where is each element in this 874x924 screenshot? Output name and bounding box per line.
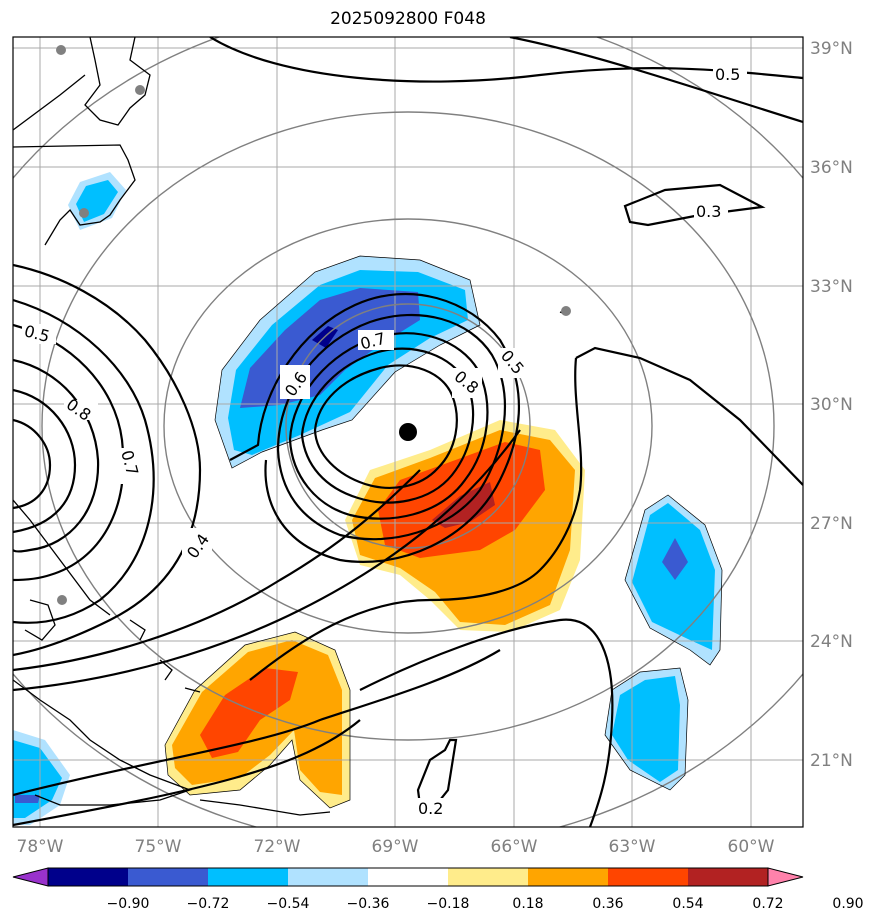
shaded-anomalies <box>13 172 722 825</box>
latitude-tick-labels: 39°N 36°N 33°N 30°N 27°N 24°N 21°N <box>810 39 853 771</box>
colorbar-swatch <box>13 868 48 886</box>
map-area: 0.5 0.3 0.5 0.8 0.7 0.4 0.6 0.7 0.5 0.8 … <box>13 37 803 827</box>
colorbar-swatch <box>48 868 129 886</box>
colorbar-tick-label: −0.18 <box>427 896 470 912</box>
colorbar-tick-label: 0.72 <box>752 896 783 912</box>
colorbar-swatch <box>128 868 209 886</box>
lat-tick: 39°N <box>810 39 853 59</box>
colorbar-swatches <box>13 868 803 886</box>
lon-tick: 72°W <box>254 837 301 857</box>
station-marker <box>57 595 67 605</box>
station-markers <box>56 45 571 605</box>
colorbar-swatch <box>288 868 369 886</box>
colorbar-swatch <box>608 868 689 886</box>
colorbar-swatch <box>208 868 289 886</box>
lat-tick: 36°N <box>810 158 853 178</box>
colorbar-tick-label: −0.54 <box>267 896 310 912</box>
lat-tick: 27°N <box>810 514 853 534</box>
colorbar-swatch <box>368 868 449 886</box>
coastlines <box>13 37 569 816</box>
lon-tick: 60°W <box>728 837 775 857</box>
colorbar-swatch <box>688 868 769 886</box>
lon-tick: 78°W <box>17 837 64 857</box>
graticule <box>13 37 803 827</box>
contour-label: 0.8 <box>63 395 95 425</box>
storm-center-marker <box>399 423 417 441</box>
plot-title: 2025092800 F048 <box>330 9 486 29</box>
colorbar: −0.90 −0.72 −0.54 −0.36 −0.18 0.18 0.36 0.54 0.7… <box>12 867 864 912</box>
lat-tick: 33°N <box>810 277 853 297</box>
station-marker <box>79 208 89 218</box>
colorbar-swatch <box>528 868 609 886</box>
colorbar-tick-label: 0.18 <box>512 896 543 912</box>
station-marker <box>56 45 66 55</box>
map-frame <box>12 36 804 828</box>
lon-tick: 69°W <box>372 837 419 857</box>
range-rings <box>13 37 803 827</box>
lat-tick: 24°N <box>810 632 853 652</box>
colorbar-swatch <box>768 868 803 886</box>
contour-label: 0.2 <box>418 799 443 818</box>
lat-tick: 30°N <box>810 395 853 415</box>
colorbar-tick-label: −0.72 <box>187 896 230 912</box>
station-marker <box>135 85 145 95</box>
contour-label: 0.5 <box>715 65 740 84</box>
colorbar-tick-label: 0.36 <box>592 896 623 912</box>
station-marker <box>561 306 571 316</box>
colorbar-tick-label: 0.90 <box>832 896 863 912</box>
colorbar-swatch <box>448 868 529 886</box>
colorbar-tick-label: 0.54 <box>672 896 703 912</box>
contour-label: 0.3 <box>696 202 721 221</box>
longitude-tick-labels: 78°W 75°W 72°W 69°W 66°W 63°W 60°W <box>17 837 775 857</box>
lat-tick: 21°N <box>810 751 853 771</box>
colorbar-tick-label: −0.90 <box>107 896 150 912</box>
lon-tick: 75°W <box>135 837 182 857</box>
lon-tick: 63°W <box>609 837 656 857</box>
colorbar-tick-label: −0.36 <box>347 896 390 912</box>
lon-tick: 66°W <box>491 837 538 857</box>
